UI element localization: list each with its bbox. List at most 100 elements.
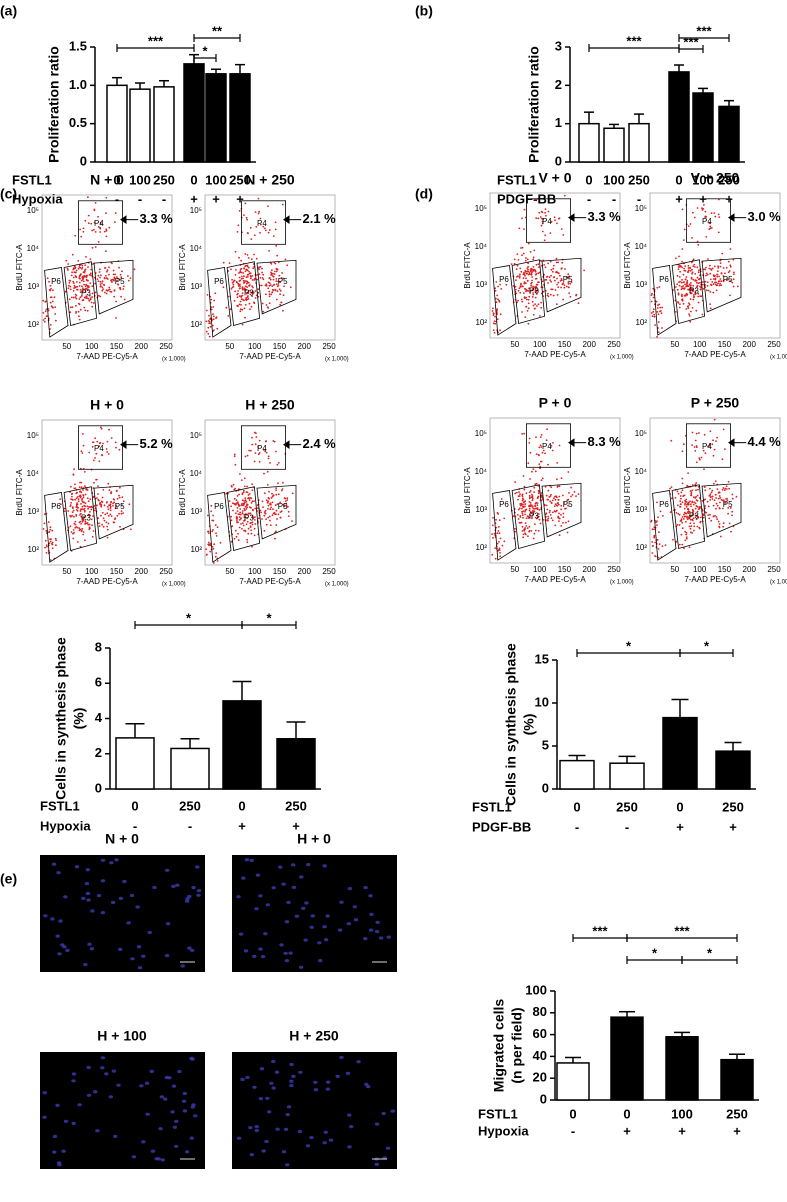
- bar: [720, 1058, 754, 1101]
- event-dot: [544, 234, 547, 237]
- event-dot: [99, 223, 102, 226]
- event-dot: [236, 520, 238, 522]
- event-dot: [495, 297, 497, 300]
- event-dot: [555, 261, 558, 264]
- event-dot: [211, 546, 214, 548]
- event-dot: [69, 505, 72, 507]
- row-label: FSTL1: [472, 799, 512, 814]
- event-dot: [105, 275, 107, 277]
- event-dot: [690, 491, 693, 494]
- cell-nucleus: [291, 1074, 296, 1078]
- event-dot: [90, 268, 93, 271]
- event-dot: [251, 436, 253, 439]
- event-dot: [87, 266, 89, 268]
- event-dot: [696, 207, 699, 209]
- event-dot: [531, 300, 534, 303]
- panel-label: (d): [415, 186, 433, 202]
- plot-frame: [204, 194, 336, 341]
- event-dot: [83, 296, 86, 299]
- y-axis-title: (n per field): [509, 1007, 525, 1083]
- event-dot: [725, 498, 727, 500]
- event-dot: [74, 234, 77, 237]
- event-dot: [242, 280, 245, 282]
- event-dot: [86, 284, 89, 287]
- event-dot: [532, 314, 535, 316]
- event-dot: [275, 493, 278, 496]
- event-dot: [656, 286, 659, 289]
- event-dot: [694, 273, 697, 275]
- event-dot: [527, 242, 530, 245]
- event-dot: [267, 504, 270, 507]
- y-tick-label: 2: [95, 745, 102, 760]
- event-dot: [670, 486, 673, 488]
- event-dot: [705, 272, 708, 275]
- event-dot: [209, 318, 211, 320]
- event-dot: [97, 493, 99, 495]
- event-dot: [233, 497, 236, 500]
- flow-x-title: 7-AAD PE-Cy5-A: [524, 575, 586, 584]
- event-dot: [693, 496, 695, 499]
- event-dot: [532, 287, 535, 289]
- event-dot: [246, 454, 249, 457]
- cell-nucleus: [85, 868, 91, 872]
- event-dot: [77, 506, 79, 509]
- event-dot: [551, 288, 554, 291]
- event-dot: [697, 271, 700, 274]
- event-dot: [70, 296, 73, 299]
- event-dot: [99, 227, 102, 230]
- event-dot: [208, 320, 211, 323]
- event-dot: [260, 511, 262, 514]
- event-dot: [84, 291, 87, 293]
- event-dot: [558, 512, 560, 515]
- event-dot: [704, 498, 707, 501]
- event-dot: [493, 331, 496, 334]
- cell-nucleus: [244, 858, 250, 862]
- event-dot: [265, 440, 267, 442]
- event-dot: [110, 515, 113, 517]
- x-tick-label: 250: [616, 799, 638, 814]
- bar: [610, 1016, 644, 1101]
- cell-nucleus: [90, 909, 95, 913]
- event-dot: [710, 284, 713, 287]
- event-dot: [536, 289, 539, 292]
- event-dot: [64, 290, 67, 293]
- event-dot: [532, 511, 535, 514]
- event-dot: [550, 486, 553, 489]
- event-dot: [696, 525, 699, 528]
- event-dot: [528, 437, 531, 440]
- event-dot: [104, 291, 106, 294]
- event-dot: [553, 505, 556, 507]
- event-dot: [240, 296, 243, 298]
- event-dot: [75, 497, 78, 500]
- cell-nucleus: [283, 1127, 289, 1131]
- cell-nucleus: [259, 1067, 265, 1071]
- event-dot: [690, 276, 693, 279]
- cell-nucleus: [310, 914, 315, 918]
- event-dot: [236, 495, 239, 497]
- event-dot: [684, 502, 686, 505]
- event-dot: [254, 507, 257, 510]
- event-dot: [119, 273, 122, 276]
- gate-label: P6: [214, 277, 224, 286]
- significance-label: ***: [592, 923, 608, 938]
- event-dot: [706, 500, 709, 503]
- gate: [526, 198, 572, 243]
- event-dot: [259, 217, 262, 220]
- event-dot: [83, 270, 86, 273]
- micrograph-title: H + 250: [289, 1028, 339, 1044]
- y-axis-title: (%): [521, 714, 537, 736]
- event-dot: [268, 302, 271, 305]
- x-tick-label: 250: [726, 1106, 748, 1121]
- event-dot: [274, 504, 277, 507]
- event-dot: [681, 527, 684, 530]
- event-dot: [114, 518, 116, 521]
- event-dot: [72, 280, 74, 283]
- condition-label: +: [623, 1123, 631, 1138]
- event-dot: [652, 310, 655, 313]
- event-dot: [522, 277, 525, 280]
- event-dot: [693, 446, 696, 448]
- event-dot: [113, 498, 115, 501]
- event-dot: [672, 538, 674, 541]
- event-dot: [211, 530, 214, 533]
- cell-nucleus: [284, 920, 290, 924]
